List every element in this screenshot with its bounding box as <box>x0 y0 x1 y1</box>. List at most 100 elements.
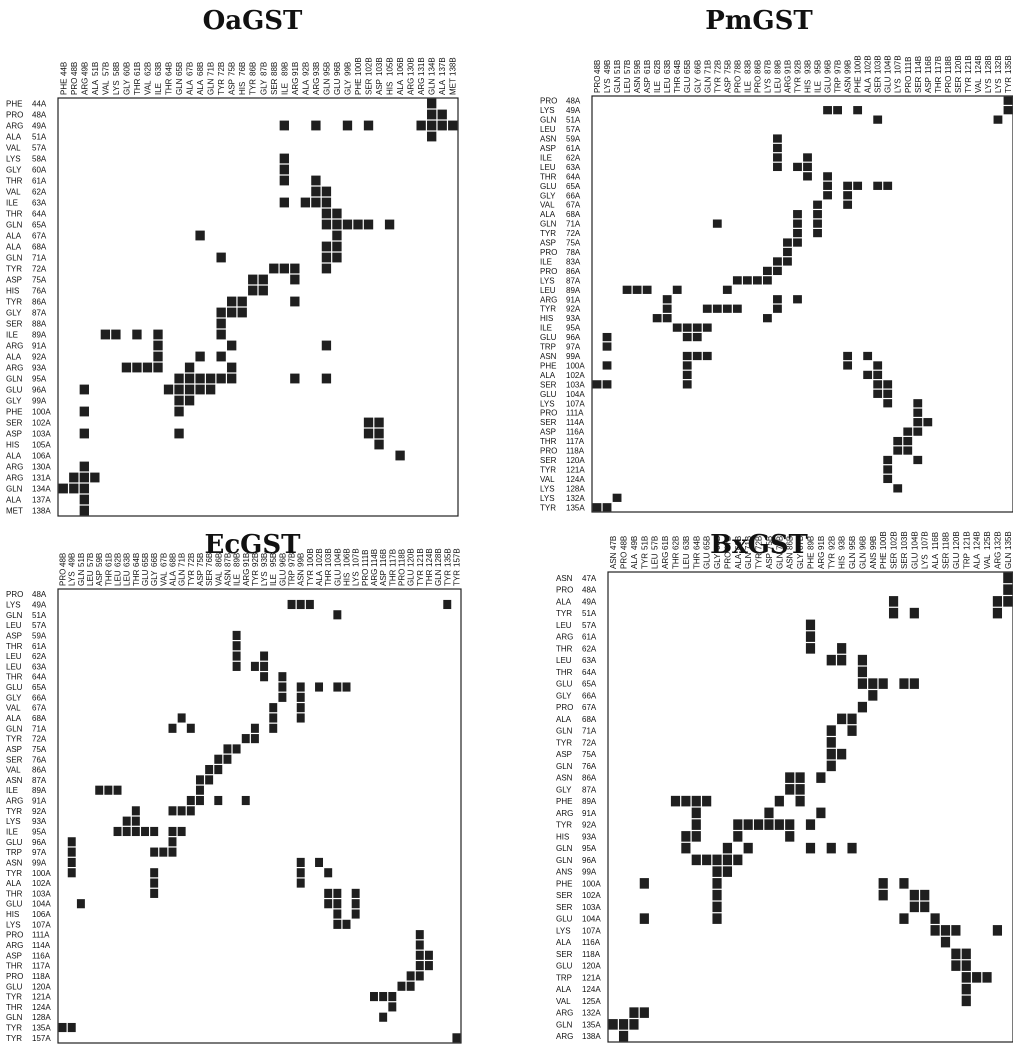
contact-cell <box>793 210 802 219</box>
x-tick-label: 89B <box>233 553 242 567</box>
contact-cell <box>662 304 672 313</box>
x-tick-label: 124B <box>973 531 982 550</box>
contact-cell <box>681 831 691 842</box>
contact-cell <box>250 734 259 744</box>
x-tick-label: 57B <box>623 60 632 74</box>
x-tick-label: 96B <box>824 60 833 74</box>
contact-cell <box>351 888 360 898</box>
contact-cell <box>333 610 342 620</box>
y-tick-label: 117A <box>32 962 51 971</box>
y-tick-label: PHE <box>6 408 22 417</box>
x-tick-label: LEU <box>663 77 672 93</box>
contact-cell <box>321 252 332 263</box>
y-tick-label: 92A <box>32 807 47 816</box>
contact-cell <box>857 654 868 666</box>
x-tick-label: THR <box>692 552 701 569</box>
y-tick-label: 58A <box>32 155 47 164</box>
x-tick-label: 114B <box>370 549 379 567</box>
x-tick-label: 92B <box>301 62 310 76</box>
contact-cell <box>205 775 214 785</box>
y-tick-label: 59A <box>32 631 47 640</box>
contact-cell <box>682 323 692 332</box>
y-tick-label: 138A <box>582 1032 601 1041</box>
contact-cell <box>374 439 384 450</box>
x-tick-label: 63B <box>663 60 672 74</box>
x-tick-label: 71B <box>178 553 187 567</box>
y-tick-label: 100A <box>566 361 585 370</box>
y-tick-label: VAL <box>540 475 555 484</box>
x-tick-label: 68B <box>196 62 205 76</box>
contact-cell <box>773 162 782 172</box>
x-tick-label: SER <box>914 76 923 93</box>
y-tick-label: 104A <box>582 915 601 924</box>
heatmap-panel-bxgst: BxGST ASN 47A PRO 48A ALA 49A TYR 51A LEU 57A ARG 6… <box>505 522 1013 1048</box>
contact-cell <box>342 919 351 929</box>
heatmap-panel-ecgst: EcGST PRO 48A LYS 49A GLN 51A LEU 57A ASP 59A THR 6… <box>0 522 505 1048</box>
x-tick-label: 75B <box>765 536 774 550</box>
y-tick-label: 86A <box>32 298 47 307</box>
x-tick-label: 97B <box>834 60 843 74</box>
contact-cell <box>227 362 237 373</box>
x-tick-label: ARG <box>242 569 251 586</box>
contact-cell <box>883 389 893 398</box>
contact-cell <box>682 351 692 361</box>
y-tick-label: 99A <box>582 868 597 877</box>
y-tick-label: SER <box>556 950 573 959</box>
contact-cell <box>622 285 632 294</box>
contact-cell <box>214 754 223 764</box>
x-tick-label: 86B <box>249 62 258 76</box>
contact-cell <box>415 950 424 960</box>
x-tick-label: 65B <box>175 62 184 76</box>
contact-cell <box>58 483 68 494</box>
x-tick-label: SER <box>874 76 883 93</box>
contact-cell <box>351 899 360 909</box>
y-tick-label: 87A <box>582 785 597 794</box>
contact-cell <box>1003 96 1013 105</box>
x-tick-label: LEU <box>114 570 123 586</box>
contact-cell <box>913 427 923 436</box>
x-tick-label: PRO <box>723 552 732 569</box>
y-tick-label: LYS <box>540 494 555 503</box>
y-tick-label: 103A <box>566 380 585 389</box>
contact-cell <box>174 373 184 384</box>
contact-cell <box>752 276 762 285</box>
x-tick-label: 103B <box>375 57 384 76</box>
x-tick-label: GLU <box>884 76 893 93</box>
x-tick-label: ARG <box>783 76 792 93</box>
y-tick-label: ASN <box>540 352 557 361</box>
x-tick-label: GLN <box>428 78 437 95</box>
y-tick-label: 93A <box>32 817 47 826</box>
x-tick-label: GLN <box>848 552 857 569</box>
contact-cell <box>388 992 397 1002</box>
contact-cell <box>397 981 406 991</box>
y-tick-label: 87A <box>32 309 47 318</box>
x-tick-label: 132B <box>993 531 1002 550</box>
y-tick-label: 87A <box>566 276 581 285</box>
y-tick-label: 99A <box>566 352 581 361</box>
contact-cell <box>174 428 184 439</box>
contact-cell <box>415 971 424 981</box>
y-tick-label: TYR <box>6 298 22 307</box>
contact-cell <box>67 857 76 867</box>
contact-cell <box>813 210 822 219</box>
y-tick-label: GLY <box>6 166 22 175</box>
contact-cell <box>639 878 649 889</box>
x-tick-label: GLU <box>278 569 287 586</box>
x-tick-label: ALA <box>168 570 177 586</box>
contact-cell <box>702 304 712 313</box>
contact-cell <box>681 842 691 854</box>
x-tick-label: ALA <box>186 79 195 95</box>
x-tick-label: 121B <box>416 548 425 567</box>
y-tick-label: ASP <box>540 144 556 153</box>
plot-frame <box>591 95 1013 513</box>
y-tick-label: ASN <box>6 858 23 867</box>
y-tick-label: ARG <box>556 1032 573 1041</box>
contact-cell <box>940 936 951 948</box>
x-tick-label: 57B <box>101 62 110 76</box>
y-tick-label: GLN <box>556 727 573 736</box>
plot-frame <box>607 571 1013 1043</box>
x-tick-label: 120B <box>954 55 963 74</box>
x-tick-label: LYS <box>260 571 269 586</box>
contact-cell <box>216 318 226 329</box>
